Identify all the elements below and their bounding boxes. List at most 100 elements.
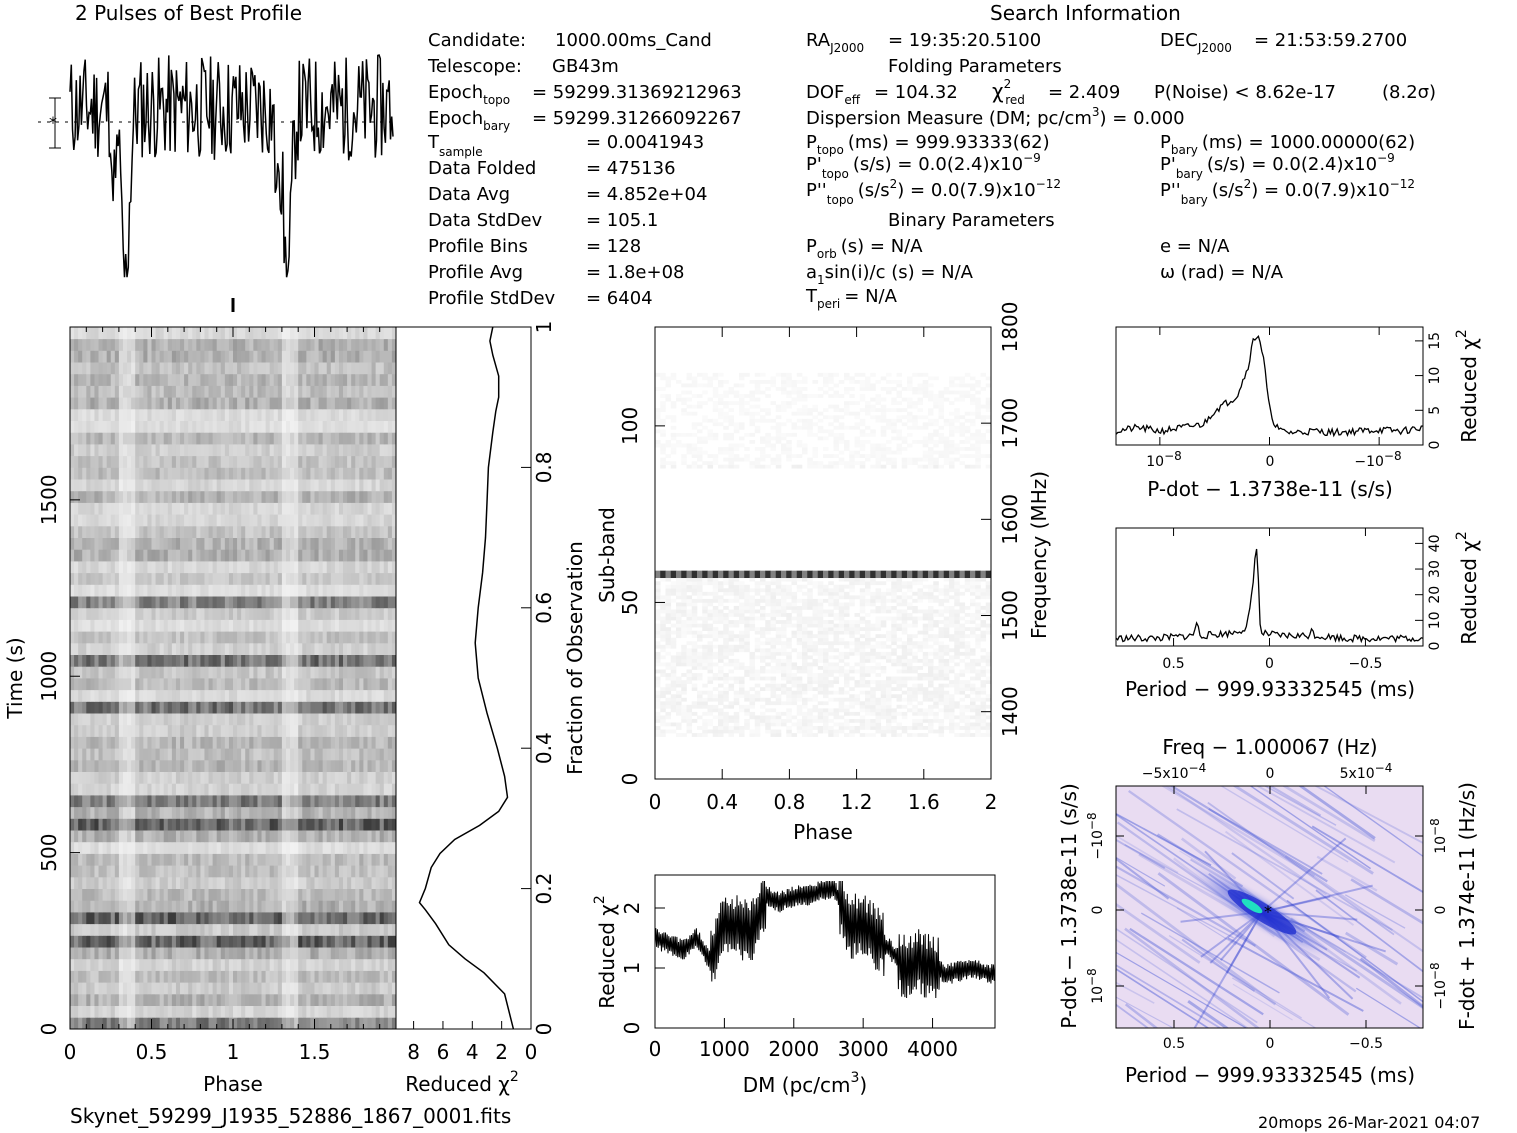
- time-phase-cell: [241, 783, 246, 796]
- time-phase-cell: [375, 748, 381, 761]
- time-phase-cell: [159, 467, 165, 480]
- time-phase-cell: [290, 759, 295, 772]
- time-phase-cell: [245, 572, 250, 585]
- time-phase-cell: [200, 876, 205, 889]
- time-phase-cell: [224, 467, 230, 480]
- time-phase-cell: [253, 818, 258, 831]
- time-phase-cell: [334, 584, 340, 597]
- time-phase-cell: [351, 923, 356, 936]
- time-phase-cell: [322, 795, 328, 808]
- time-phase-cell: [277, 338, 283, 351]
- time-phase-cell: [78, 432, 83, 445]
- time-phase-cell: [237, 642, 242, 655]
- time-phase-cell: [110, 888, 116, 901]
- time-phase-cell: [139, 724, 144, 737]
- time-phase-cell: [102, 584, 108, 597]
- time-phase-cell: [281, 596, 287, 609]
- time-phase-cell: [224, 642, 230, 655]
- time-phase-cell: [200, 1005, 205, 1018]
- subband-cell: [655, 729, 661, 734]
- time-phase-cell: [359, 385, 364, 398]
- time-phase-cell: [302, 993, 307, 1006]
- time-phase-cell: [347, 490, 352, 503]
- time-phase-cell: [98, 666, 104, 679]
- time-phase-cell: [371, 689, 377, 702]
- time-phase-cell: [245, 748, 250, 761]
- time-phase-cell: [387, 947, 393, 960]
- time-phase-cell: [237, 362, 242, 375]
- time-phase-cell: [290, 572, 295, 585]
- time-phase-cell: [387, 607, 393, 620]
- time-phase-cell: [359, 397, 364, 410]
- time-phase-cell: [114, 724, 120, 737]
- time-phase-cell: [269, 748, 275, 761]
- time-phase-cell: [106, 455, 112, 468]
- time-phase-cell: [212, 385, 218, 398]
- time-phase-cell: [180, 678, 185, 691]
- time-phase-cell: [155, 783, 161, 796]
- time-phase-cell: [167, 607, 173, 620]
- profile-line: [69, 54, 394, 278]
- time-phase-cell: [298, 736, 303, 749]
- time-phase-cell: [249, 795, 254, 808]
- time-phase-cell: [208, 525, 214, 538]
- time-phase-cell: [151, 619, 156, 632]
- time-phase-cell: [273, 970, 279, 983]
- time-phase-cell: [387, 795, 393, 808]
- time-phase-cell: [249, 338, 254, 351]
- time-phase-cell: [302, 362, 307, 375]
- time-phase-cell: [220, 678, 226, 691]
- time-phase-cell: [330, 373, 336, 386]
- time-phase-cell: [310, 631, 315, 644]
- time-phase-cell: [159, 724, 165, 737]
- time-phase-cell: [147, 420, 152, 433]
- time-phase-cell: [383, 607, 389, 620]
- time-phase-cell: [273, 631, 279, 644]
- time-phase-cell: [298, 561, 303, 574]
- time-phase-cell: [249, 549, 254, 562]
- time-phase-cell: [175, 900, 181, 913]
- time-phase-cell: [326, 1017, 332, 1030]
- time-phase-cell: [379, 783, 385, 796]
- time-phase-cell: [334, 900, 340, 913]
- time-phase-cell: [245, 923, 250, 936]
- time-phase-cell: [277, 642, 283, 655]
- time-phase-cell: [383, 385, 389, 398]
- time-phase-cell: [114, 455, 120, 468]
- time-phase-cell: [269, 654, 275, 667]
- time-phase-cell: [391, 771, 397, 784]
- time-phase-cell: [143, 455, 148, 468]
- time-phase-cell: [167, 642, 173, 655]
- time-phase-cell: [383, 900, 389, 913]
- time-phase-cell: [281, 830, 287, 843]
- time-phase-cell: [192, 865, 197, 878]
- time-phase-cell: [143, 596, 148, 609]
- time-phase-cell: [188, 748, 193, 761]
- time-phase-cell: [343, 572, 348, 585]
- time-phase-cell: [180, 432, 185, 445]
- time-phase-cell: [233, 935, 238, 948]
- time-phase-cell: [147, 666, 152, 679]
- time-phase-cell: [228, 619, 234, 632]
- time-phase-cell: [159, 888, 165, 901]
- time-phase-cell: [245, 666, 250, 679]
- time-phase-cell: [200, 783, 205, 796]
- time-phase-cell: [371, 444, 377, 457]
- time-phase-cell: [269, 713, 275, 726]
- time-phase-cell: [131, 537, 136, 550]
- time-phase-cell: [184, 678, 189, 691]
- time-phase-cell: [220, 479, 226, 492]
- time-phase-cell: [302, 970, 307, 983]
- time-phase-cell: [330, 724, 336, 737]
- time-phase-cell: [363, 736, 368, 749]
- time-phase-cell: [114, 771, 120, 784]
- time-phase-cell: [90, 958, 95, 971]
- time-phase-cell: [159, 502, 165, 515]
- time-phase-cell: [269, 865, 275, 878]
- time-phase-cell: [265, 467, 271, 480]
- time-phase-cell: [347, 736, 352, 749]
- time-phase-cell: [102, 830, 108, 843]
- time-phase-cell: [298, 607, 303, 620]
- time-phase-cell: [70, 830, 75, 843]
- time-phase-cell: [147, 689, 152, 702]
